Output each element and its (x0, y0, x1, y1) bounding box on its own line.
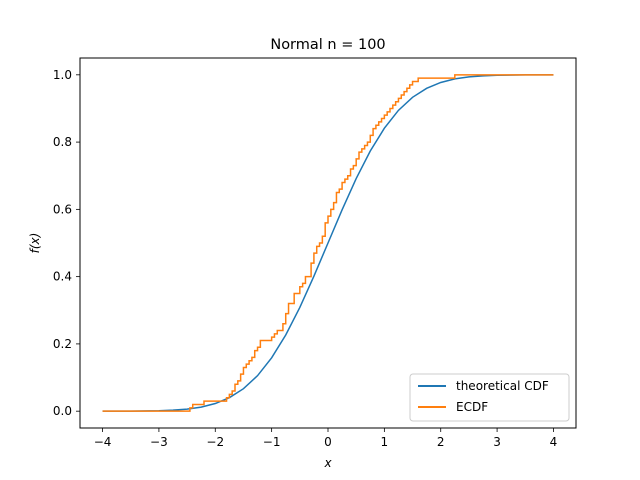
x-tick-label: −3 (150, 435, 168, 449)
legend: theoretical CDF ECDF (409, 373, 570, 422)
x-axis: −4 −3 −2 −1 0 1 2 3 4 (94, 428, 558, 449)
series-layer (102, 74, 554, 412)
x-tick-label: 1 (381, 435, 389, 449)
legend-box (409, 373, 570, 422)
x-tick-label: −1 (263, 435, 281, 449)
y-tick-label: 0.2 (53, 337, 72, 351)
x-tick-label: 4 (550, 435, 558, 449)
y-axis: 0.0 0.2 0.4 0.6 0.8 1.0 (53, 68, 80, 418)
y-tick-label: 0.0 (53, 404, 72, 418)
x-axis-label: x (323, 456, 332, 470)
legend-label-theoretical-cdf: theoretical CDF (456, 379, 549, 393)
y-axis-label: f(x) (28, 233, 42, 254)
x-tick-label: 2 (437, 435, 445, 449)
x-tick-label: −2 (206, 435, 224, 449)
series-line-ecdf (102, 74, 554, 412)
series-line-theoretical-cdf (102, 74, 554, 412)
x-tick-label: 3 (493, 435, 501, 449)
y-tick-label: 0.4 (53, 270, 72, 284)
x-tick-label: 0 (324, 435, 332, 449)
x-tick-label: −4 (94, 435, 112, 449)
y-tick-label: 1.0 (53, 68, 72, 82)
y-tick-label: 0.8 (53, 135, 72, 149)
chart-title: Normal n = 100 (270, 37, 385, 53)
y-tick-label: 0.6 (53, 202, 72, 216)
legend-label-ecdf: ECDF (456, 400, 488, 414)
